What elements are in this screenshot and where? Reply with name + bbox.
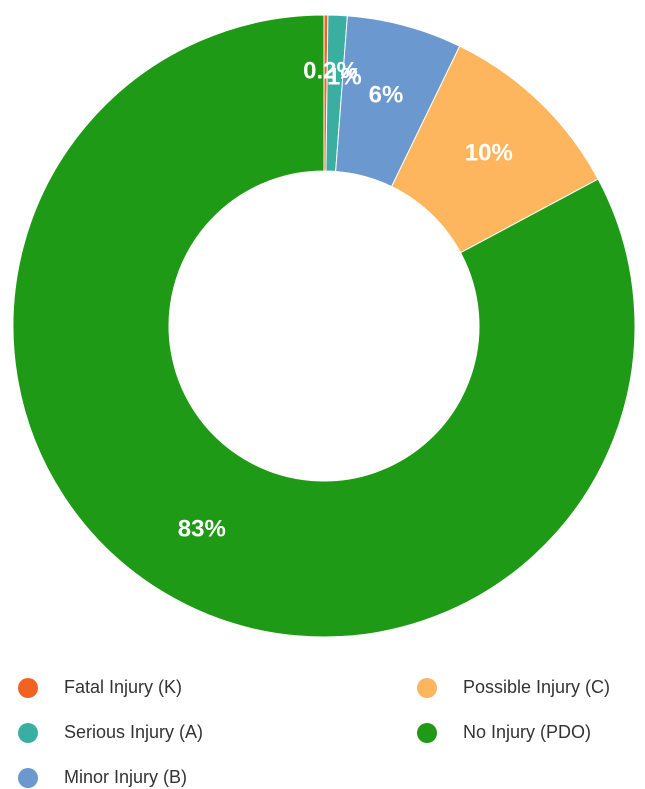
slice-label-0: 0.2%: [303, 57, 358, 84]
slice-label-4: 83%: [178, 516, 226, 543]
legend-label-3: Possible Injury (C): [463, 677, 610, 697]
legend-swatch-4: [417, 723, 437, 743]
legend: Fatal Injury (K) Serious Injury (A) Minor …: [18, 677, 610, 788]
legend-label-1: Serious Injury (A): [64, 722, 203, 742]
legend-swatch-0: [18, 678, 38, 698]
legend-item-1: Serious Injury (A): [18, 722, 203, 743]
slice-labels-layer: 0.2%1% 6% 10% 83%: [178, 57, 513, 542]
legend-label-2: Minor Injury (B): [64, 767, 187, 787]
legend-label-4: No Injury (PDO): [463, 722, 591, 742]
slices-layer: [12, 14, 636, 638]
legend-label-0: Fatal Injury (K): [64, 677, 182, 697]
slice-label-2: 6%: [369, 82, 404, 109]
legend-swatch-2: [18, 768, 38, 788]
legend-item-3: Possible Injury (C): [417, 677, 610, 698]
legend-item-0: Fatal Injury (K): [18, 677, 182, 698]
slice-label-1: 1%: [327, 64, 362, 91]
slice-label-3: 10%: [465, 140, 513, 167]
slice-4: [12, 14, 636, 638]
legend-swatch-1: [18, 723, 38, 743]
legend-item-4: No Injury (PDO): [417, 722, 591, 743]
legend-item-2: Minor Injury (B): [18, 767, 187, 788]
legend-swatch-3: [417, 678, 437, 698]
